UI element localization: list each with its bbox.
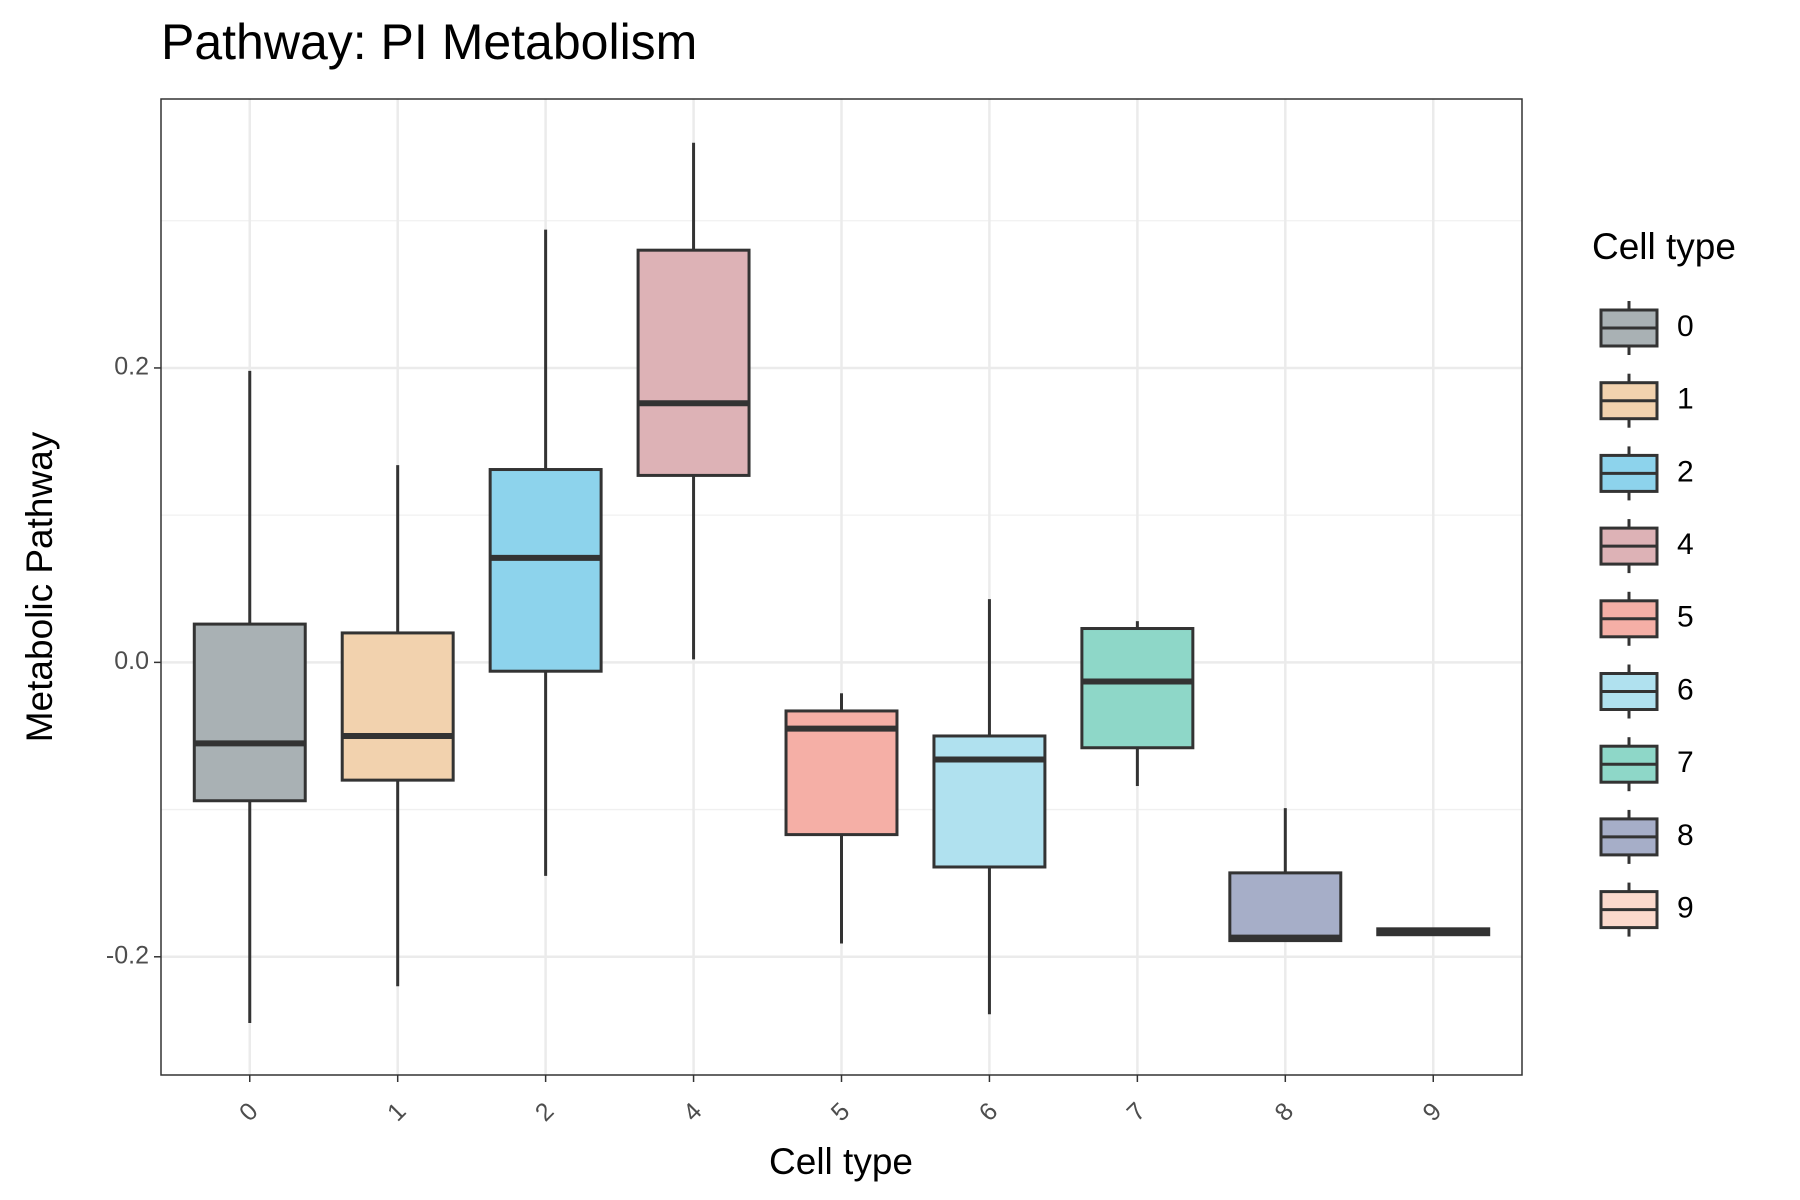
legend-label: 6 — [1677, 673, 1694, 706]
y-tick-label: -0.2 — [106, 941, 149, 969]
x-tick-label: 6 — [974, 1097, 1004, 1127]
y-tick-label: 0.2 — [114, 353, 149, 381]
panel-border — [160, 98, 1523, 1076]
x-tick-label: 2 — [530, 1097, 560, 1127]
x-tick-label: 5 — [826, 1097, 856, 1127]
x-tick-label: 8 — [1270, 1097, 1300, 1127]
legend-label: 5 — [1677, 601, 1694, 634]
box — [340, 631, 455, 782]
x-tick-label: 4 — [678, 1097, 708, 1127]
legend-label: 9 — [1677, 892, 1694, 925]
box — [636, 248, 751, 477]
legend-label: 8 — [1677, 819, 1694, 852]
legend-label: 7 — [1677, 746, 1694, 779]
box — [932, 734, 1047, 869]
x-tick-label: 7 — [1122, 1097, 1152, 1127]
legend-label: 1 — [1677, 383, 1694, 416]
y-tick-label: 0.0 — [114, 647, 149, 675]
legend-title: Cell type — [1592, 226, 1736, 267]
box — [1228, 871, 1343, 943]
box — [1080, 627, 1195, 750]
y-axis-title: Metabolic Pathway — [19, 431, 60, 742]
x-tick-label: 9 — [1417, 1097, 1447, 1127]
x-axis-title: Cell type — [769, 1141, 913, 1182]
legend-label: 2 — [1677, 455, 1694, 488]
box — [192, 622, 307, 803]
chart-title: Pathway: PI Metabolism — [161, 14, 697, 70]
box — [488, 468, 603, 673]
legend-label: 0 — [1677, 310, 1694, 343]
legend-label: 4 — [1677, 528, 1694, 561]
x-tick-label: 1 — [382, 1097, 412, 1127]
x-tick-label: 0 — [234, 1097, 264, 1127]
